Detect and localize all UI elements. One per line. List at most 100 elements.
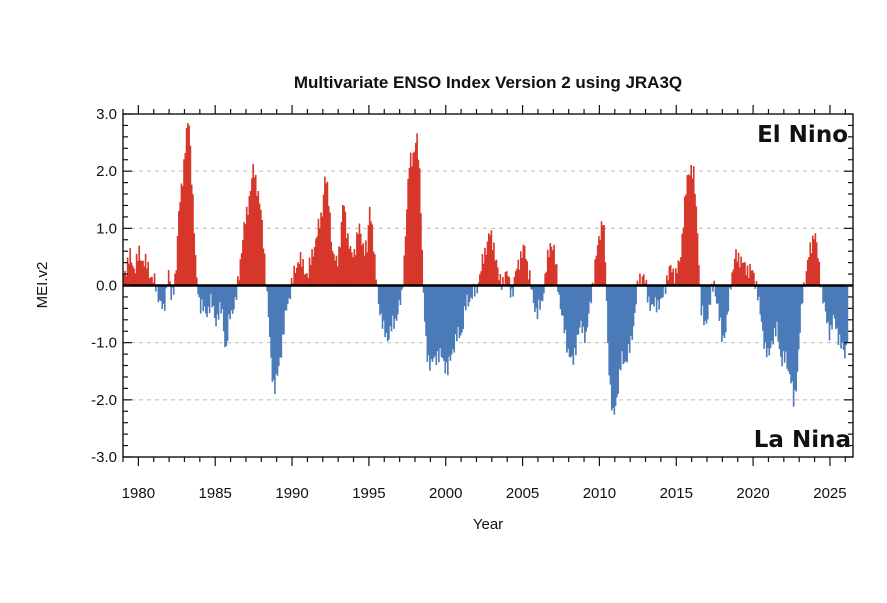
bar <box>210 285 212 294</box>
bar <box>657 285 659 301</box>
bar <box>751 270 754 286</box>
bar <box>781 285 783 367</box>
bar <box>682 227 685 286</box>
bar <box>722 285 724 336</box>
bar <box>253 177 256 286</box>
bar <box>812 235 814 286</box>
bar <box>295 267 298 286</box>
bar <box>235 285 238 300</box>
bar <box>614 285 617 406</box>
bar <box>803 282 805 286</box>
bar <box>746 265 749 286</box>
bar <box>347 233 349 286</box>
bar <box>687 174 690 286</box>
bar <box>764 285 767 342</box>
bar <box>582 285 585 327</box>
bar <box>413 151 416 286</box>
bar <box>188 125 190 286</box>
bar <box>229 285 231 320</box>
bar <box>548 257 550 286</box>
bar <box>312 256 315 286</box>
bar <box>471 285 473 299</box>
bar <box>187 123 189 286</box>
bar <box>552 250 554 286</box>
x-tick-label: 1995 <box>352 485 385 502</box>
bar <box>309 264 312 286</box>
bar <box>694 193 696 286</box>
bar <box>595 255 598 286</box>
bar <box>636 280 639 286</box>
bar <box>290 277 293 286</box>
bar <box>622 285 625 365</box>
bar <box>568 285 571 358</box>
bar <box>395 285 398 321</box>
y-tick-label: -2.0 <box>91 392 117 409</box>
bar <box>772 285 774 345</box>
bar <box>441 285 444 359</box>
bar <box>750 270 753 286</box>
bar <box>808 257 810 286</box>
bar <box>131 265 134 286</box>
bar <box>307 277 310 286</box>
bar <box>379 285 381 316</box>
bar <box>677 260 680 286</box>
bar <box>507 276 509 286</box>
bar <box>206 285 208 318</box>
bar <box>842 285 845 351</box>
bar <box>280 285 283 358</box>
bar <box>774 285 777 337</box>
bar <box>480 271 482 286</box>
bar <box>248 196 251 286</box>
bar <box>158 285 161 301</box>
bar <box>363 255 366 286</box>
bar <box>662 285 664 298</box>
bar <box>153 273 156 286</box>
bar <box>594 259 596 286</box>
bar <box>724 285 727 333</box>
bar <box>518 269 521 286</box>
bar <box>352 257 354 286</box>
bar <box>169 281 171 286</box>
bar <box>409 152 412 286</box>
bar <box>571 285 573 356</box>
bar <box>522 244 525 286</box>
bar <box>760 285 763 322</box>
bar <box>239 259 242 286</box>
y-tick-label: -1.0 <box>91 335 117 352</box>
bar <box>482 263 485 286</box>
bar <box>408 167 411 286</box>
bar <box>715 285 718 304</box>
bar <box>528 270 531 286</box>
bar <box>381 285 384 329</box>
bar <box>545 271 548 286</box>
bar <box>462 285 465 329</box>
bar <box>836 285 838 328</box>
bar <box>427 285 430 356</box>
bar <box>555 264 558 286</box>
bar <box>561 285 563 316</box>
bar <box>286 285 289 304</box>
bar <box>818 261 821 286</box>
bar <box>540 285 543 301</box>
bar <box>450 285 453 355</box>
bar <box>577 285 580 335</box>
bar <box>320 212 322 286</box>
bar <box>651 285 654 305</box>
bar <box>479 274 481 286</box>
bar <box>719 285 722 318</box>
bar <box>204 285 207 314</box>
bar <box>607 285 609 344</box>
bar <box>735 249 737 286</box>
bar <box>618 285 621 370</box>
bar <box>160 285 162 302</box>
bar <box>628 285 631 354</box>
bar <box>769 285 772 348</box>
bar <box>700 285 703 316</box>
bar <box>377 285 380 305</box>
bar <box>543 285 545 294</box>
bar <box>340 221 343 286</box>
bar <box>353 249 356 286</box>
bar <box>466 285 468 295</box>
bar <box>813 239 815 286</box>
bar <box>765 285 768 358</box>
